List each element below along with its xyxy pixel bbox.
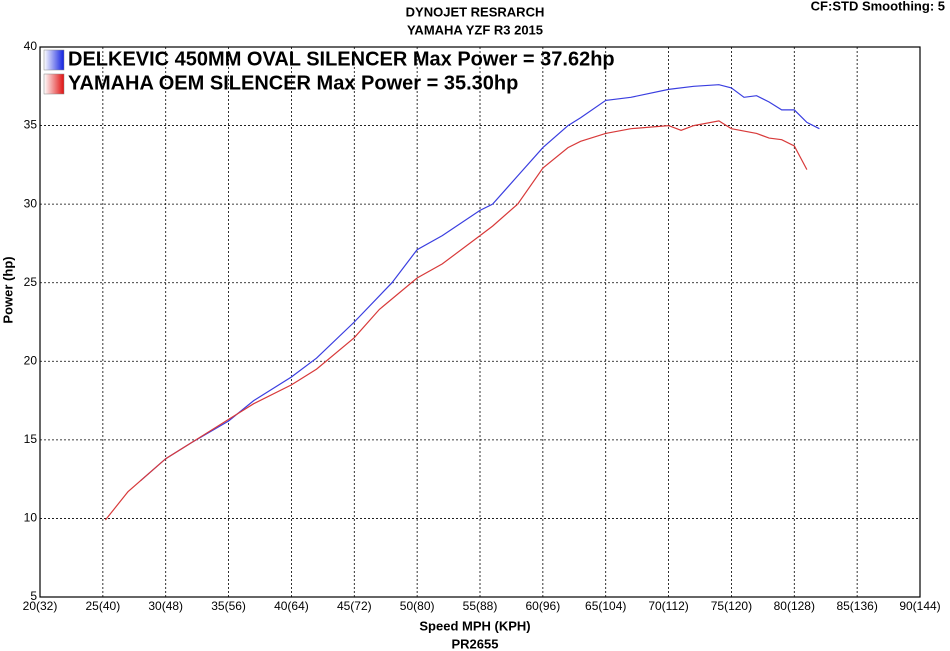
chart-title: DYNOJET RESRARCH — [406, 4, 545, 19]
x-tick-label: 30(48) — [148, 599, 183, 613]
y-tick-label: 40 — [24, 39, 38, 53]
x-axis-label: Speed MPH (KPH) — [419, 618, 530, 633]
y-tick-label: 15 — [24, 432, 38, 446]
x-tick-label: 25(40) — [86, 599, 121, 613]
y-tick-label: 10 — [24, 511, 38, 525]
legend-swatch — [43, 73, 65, 95]
x-tick-label: 35(56) — [211, 599, 246, 613]
y-axis-label: Power (hp) — [0, 256, 15, 323]
y-tick-label: 20 — [24, 353, 38, 367]
x-tick-label: 90(144) — [899, 599, 940, 613]
x-tick-label: 65(104) — [585, 599, 626, 613]
data-line — [140, 84, 820, 482]
data-line — [104, 120, 808, 521]
legend-label: YAMAHA OEM SILENCER Max Power = 35.30hp — [68, 72, 518, 94]
y-tick-label: 35 — [24, 118, 38, 132]
x-tick-label: 20(32) — [23, 599, 58, 613]
y-tick-label: 25 — [24, 275, 38, 289]
footer: PR2655 — [452, 636, 499, 651]
x-tick-label: 40(64) — [274, 599, 309, 613]
x-tick-label: 85(136) — [836, 599, 877, 613]
corner-note: CF:STD Smoothing: 5 — [811, 0, 945, 13]
chart-subtitle: YAMAHA YZF R3 2015 — [407, 22, 543, 37]
legend-label: DELKEVIC 450MM OVAL SILENCER Max Power =… — [68, 48, 615, 70]
y-tick-label: 30 — [24, 196, 38, 210]
x-tick-label: 45(72) — [337, 599, 372, 613]
x-tick-label: 55(88) — [463, 599, 498, 613]
y-tick-label: 5 — [30, 589, 37, 603]
x-tick-label: 70(112) — [648, 599, 688, 613]
x-tick-label: 75(120) — [711, 599, 752, 613]
plot-frame — [39, 46, 921, 598]
x-tick-label: 50(80) — [400, 599, 435, 613]
x-tick-label: 60(96) — [526, 599, 561, 613]
x-tick-label: 80(128) — [774, 599, 815, 613]
legend-swatch — [43, 49, 65, 71]
